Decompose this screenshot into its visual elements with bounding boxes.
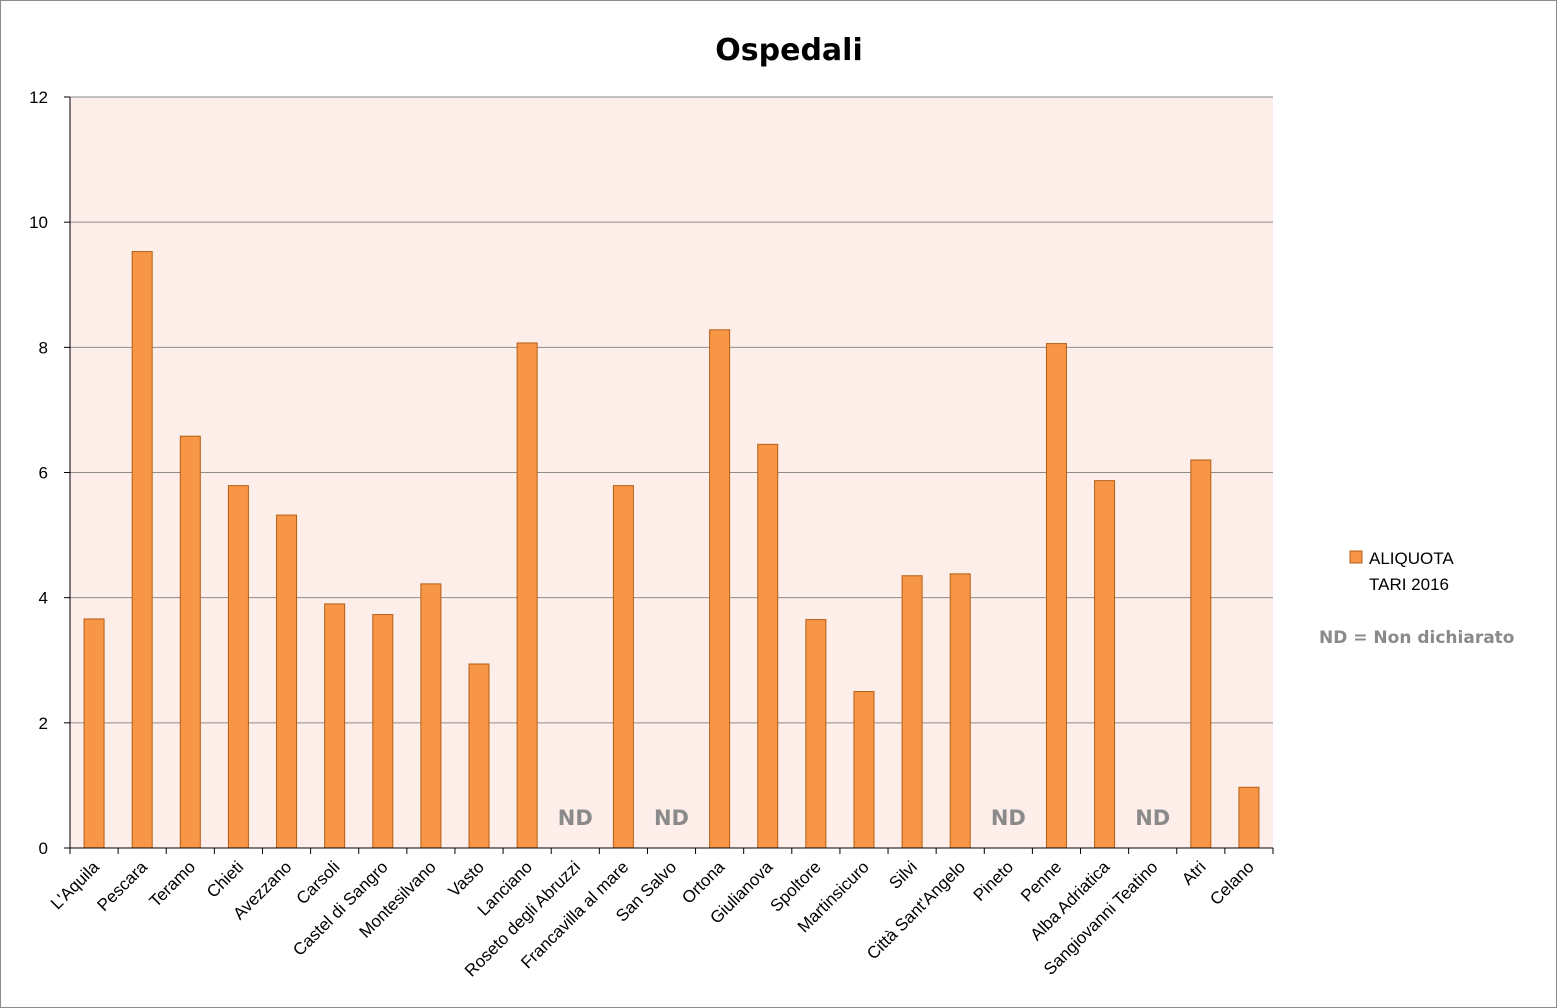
bar: [612, 485, 634, 849]
bar: [1190, 459, 1212, 849]
y-tick-label: 8: [39, 338, 48, 357]
nd-label: ND: [1135, 806, 1170, 830]
legend: ALIQUOTA TARI 2016: [1349, 549, 1454, 594]
y-tick-label: 0: [39, 839, 48, 858]
bar: [1238, 786, 1260, 849]
bar: [1045, 343, 1067, 849]
legend-label-line2: TARI 2016: [1369, 575, 1449, 594]
bar: [276, 514, 298, 849]
bar: [420, 583, 442, 849]
bar: [1094, 480, 1116, 849]
x-tick-label: Teramo: [146, 857, 200, 911]
bar: [131, 251, 153, 849]
nd-note: ND = Non dichiarato: [1319, 628, 1514, 648]
y-tick-label: 6: [39, 464, 48, 483]
x-tick-label: Silvi: [885, 857, 920, 892]
bar: [372, 614, 394, 849]
bar: [516, 342, 538, 849]
legend-label-line1: ALIQUOTA: [1369, 549, 1454, 568]
bars: [83, 251, 1260, 849]
x-tick-label: L'Aquila: [47, 857, 103, 913]
bar: [227, 485, 249, 849]
axes: [69, 97, 1274, 854]
nd-label: ND: [558, 806, 593, 830]
nd-labels: ND ND ND ND: [558, 806, 1170, 830]
bar: [757, 443, 779, 849]
legend-swatch: [1349, 550, 1363, 564]
y-tick-label: 2: [39, 714, 48, 733]
x-tick-label: Celano: [1206, 857, 1258, 909]
x-tick-label: Chieti: [203, 857, 247, 901]
nd-label: ND: [991, 806, 1026, 830]
y-tick-label: 4: [39, 589, 48, 608]
bar: [853, 691, 875, 849]
y-tick-label: 12: [29, 88, 48, 107]
bar: [179, 435, 201, 849]
bar: [468, 663, 490, 849]
bar: [805, 619, 827, 849]
gridlines: [64, 96, 1273, 849]
bar: [709, 329, 731, 849]
y-tick-label: 10: [29, 213, 48, 232]
nd-label: ND: [654, 806, 689, 830]
bar: [324, 603, 346, 849]
bar: [949, 573, 971, 849]
bar: [901, 575, 923, 849]
bar: [83, 618, 105, 849]
x-tick-label: Pineto: [970, 857, 1018, 905]
x-tick-label: Pescara: [93, 857, 151, 915]
y-tick-labels: 0 2 4 6 8 10 12: [29, 88, 48, 858]
chart-title: Ospedali: [715, 33, 862, 68]
x-tick-label: Atri: [1178, 857, 1209, 888]
x-tick-label: Vasto: [445, 857, 488, 900]
